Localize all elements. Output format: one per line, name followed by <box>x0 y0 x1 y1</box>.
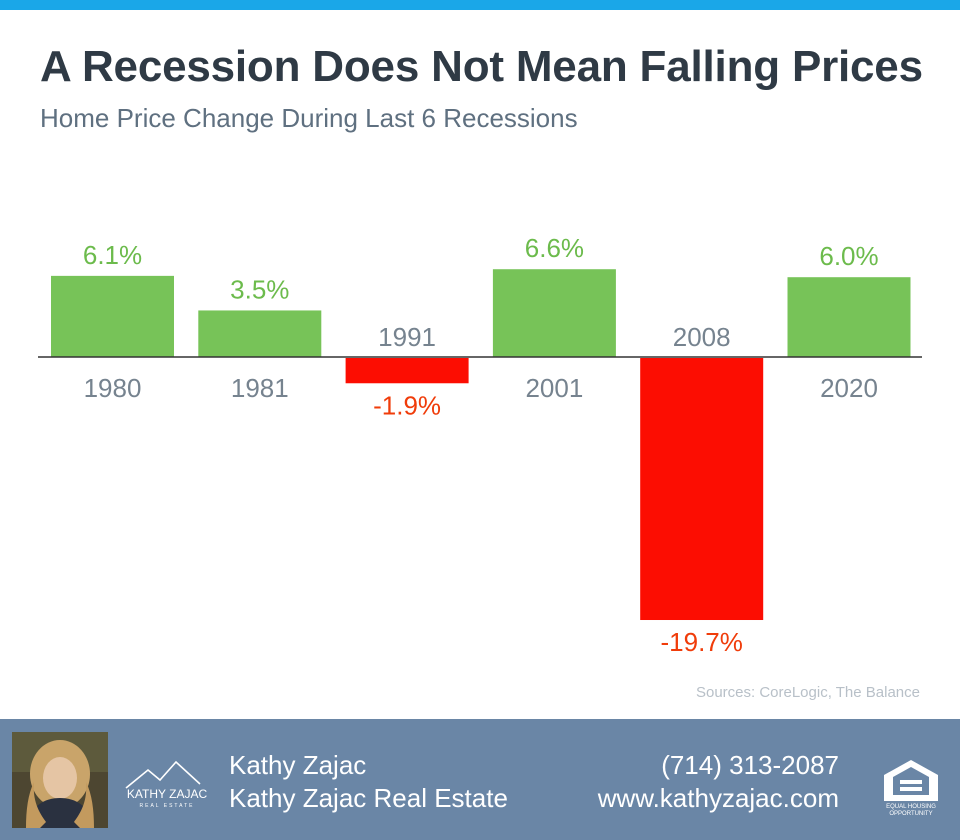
bar-2001 <box>492 269 616 357</box>
bar-1981 <box>198 310 322 357</box>
bar-1980 <box>51 275 174 357</box>
value-label-2020: 6.0% <box>819 241 878 271</box>
company-logo: KATHY ZAJAC REAL ESTATE <box>120 754 215 809</box>
website-link[interactable]: www.kathyzajac.com <box>597 783 839 813</box>
sources-note: Sources: CoreLogic, The Balance <box>695 684 920 701</box>
category-label-1991: 1991 <box>378 322 436 352</box>
agent-photo <box>12 732 108 828</box>
phone-number[interactable]: (714) 313-2087 <box>661 750 839 780</box>
page-title: A Recession Does Not Mean Falling Prices <box>40 42 923 91</box>
value-label-2008: -19.7% <box>661 627 743 657</box>
footer-bar: KATHY ZAJAC REAL ESTATE Kathy Zajac Kath… <box>0 719 960 840</box>
logo-text: KATHY ZAJAC <box>127 787 208 801</box>
category-label-1981: 1981 <box>231 373 289 403</box>
logo-subtext: REAL ESTATE <box>140 803 195 809</box>
bar-chart: 6.1% 1980 3.5% 1981 -1.9% 1991 6.6% 2001 -19.7% 2… <box>38 233 922 657</box>
category-label-2001: 2001 <box>525 373 583 403</box>
page-subtitle: Home Price Change During Last 6 Recessio… <box>40 103 578 133</box>
bar-2008 <box>640 358 764 621</box>
svg-text:EQUAL HOUSING: EQUAL HOUSING <box>886 804 936 810</box>
category-label-1980: 1980 <box>84 373 142 403</box>
category-label-2008: 2008 <box>673 322 731 352</box>
category-label-2020: 2020 <box>820 373 878 403</box>
value-label-2001: 6.6% <box>525 233 584 263</box>
value-label-1981: 3.5% <box>230 274 289 304</box>
company-name: Kathy Zajac Real Estate <box>229 783 508 813</box>
svg-text:OPPORTUNITY: OPPORTUNITY <box>889 811 932 817</box>
equal-housing-icon: EQUAL HOUSING OPPORTUNITY <box>880 757 942 817</box>
value-label-1991: -1.9% <box>373 390 441 420</box>
agent-name: Kathy Zajac <box>229 750 367 780</box>
top-accent-bar <box>0 0 960 10</box>
value-label-1980: 6.1% <box>83 240 142 270</box>
bar-2020 <box>787 277 911 357</box>
bar-1991 <box>345 358 469 384</box>
